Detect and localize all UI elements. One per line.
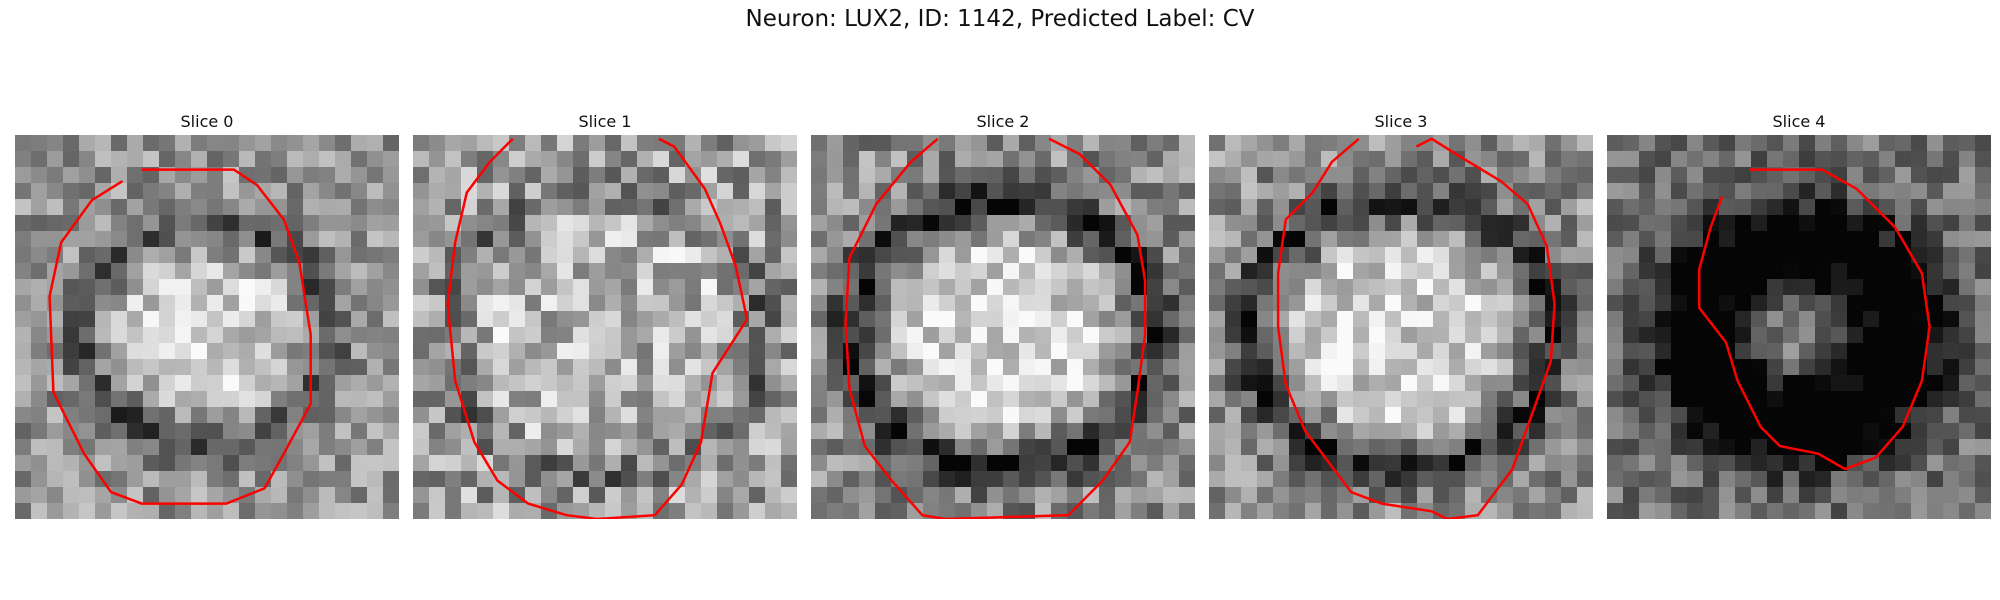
- contour-line: [1697, 168, 1931, 471]
- slice-title: Slice 4: [1772, 112, 1826, 131]
- contour-overlay: [446, 137, 749, 519]
- slice-image: [1209, 135, 1593, 519]
- contour-line: [844, 137, 1147, 519]
- contour-line: [446, 137, 749, 519]
- slice-image: [1607, 135, 1991, 519]
- slice-panel-1: Slice 1: [413, 110, 797, 519]
- contour-overlay: [48, 168, 312, 505]
- contour-overlay: [1697, 168, 1931, 471]
- slice-title: Slice 3: [1374, 112, 1428, 131]
- contour-line: [1276, 137, 1556, 519]
- slice-panel-0: Slice 0: [15, 110, 399, 519]
- slice-title: Slice 2: [976, 112, 1030, 131]
- contour-overlay: [1276, 137, 1556, 519]
- contour-line: [48, 168, 312, 505]
- slice-panel-4: Slice 4: [1607, 110, 1991, 519]
- contour-overlay: [844, 137, 1147, 519]
- slice-panel-2: Slice 2: [811, 110, 1195, 519]
- slice-title: Slice 1: [578, 112, 632, 131]
- slice-image: [15, 135, 399, 519]
- slice-title: Slice 0: [180, 112, 234, 131]
- slice-image: [811, 135, 1195, 519]
- slice-image: [413, 135, 797, 519]
- figure-title: Neuron: LUX2, ID: 1142, Predicted Label:…: [745, 6, 1255, 32]
- slice-panel-3: Slice 3: [1209, 110, 1593, 519]
